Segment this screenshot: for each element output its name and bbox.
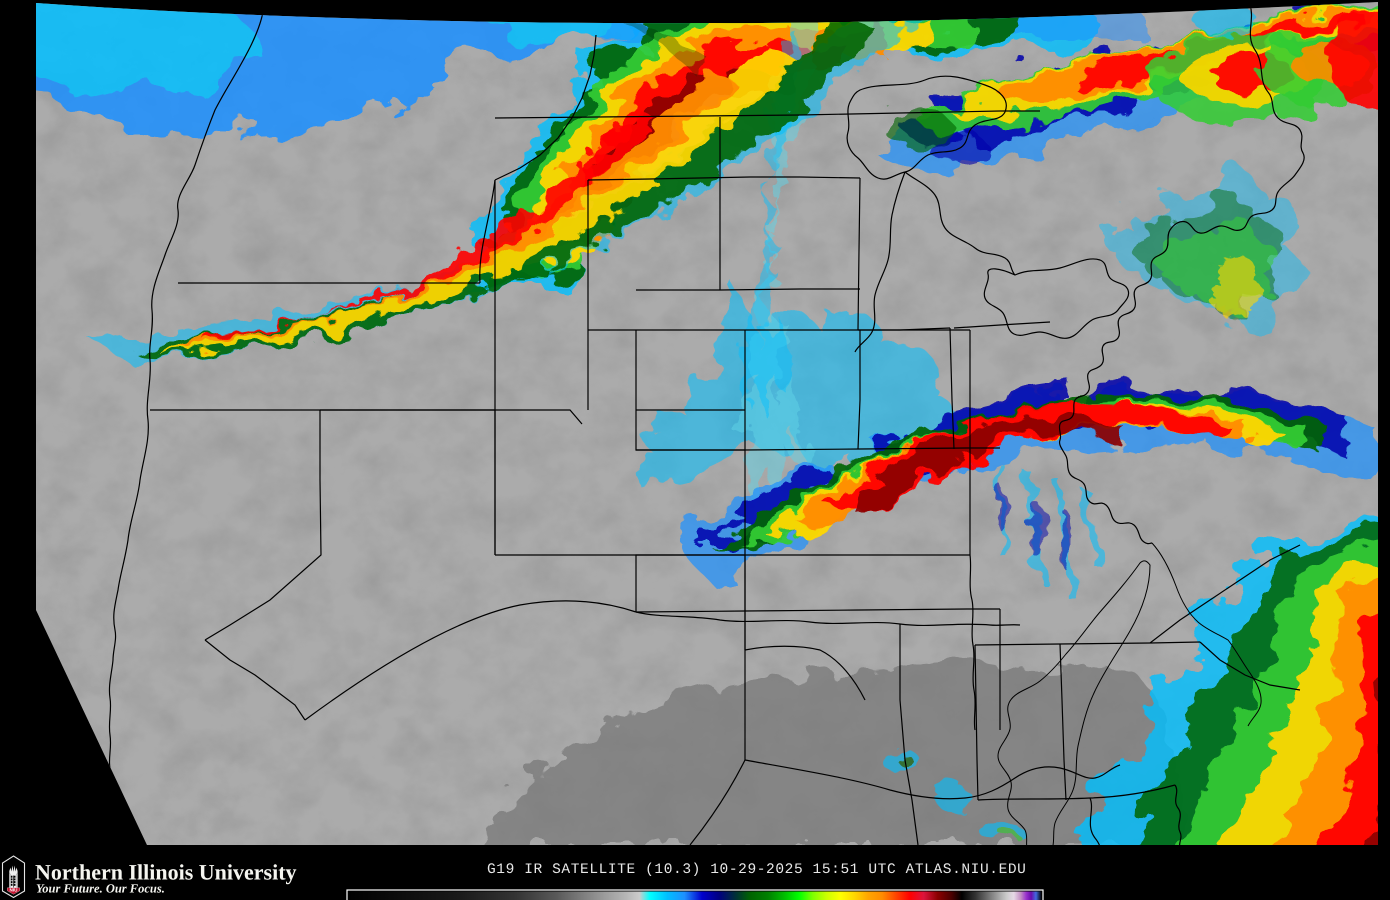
svg-text:NIU: NIU	[10, 887, 19, 892]
svg-text:Your Future. Our Focus.: Your Future. Our Focus.	[36, 882, 165, 896]
svg-text:G19 IR SATELLITE (10.3) 10-29-: G19 IR SATELLITE (10.3) 10-29-2025 15:51…	[487, 862, 1026, 878]
